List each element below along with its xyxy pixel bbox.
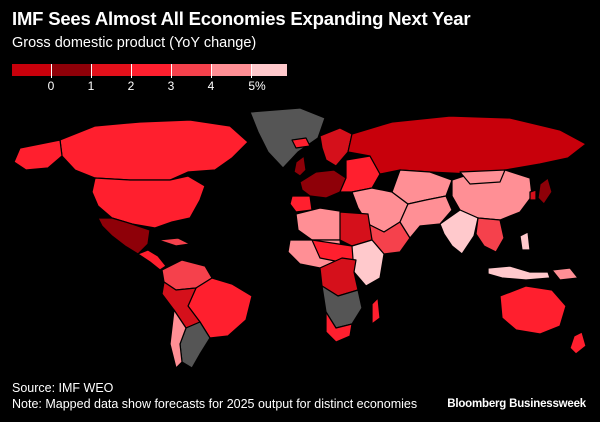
legend-tick-2: [131, 64, 132, 78]
chile: [169, 309, 187, 369]
papua-new-guinea: [551, 267, 579, 281]
legend-swatch-1-2: [92, 64, 131, 76]
legend-tick-0: [51, 64, 52, 78]
southeast-asia: [475, 217, 505, 253]
legend-swatch-above-5: [252, 64, 287, 76]
world-choropleth-map: [13, 107, 587, 369]
source-note: Source: IMF WEO: [12, 381, 114, 395]
mongolia: [459, 169, 506, 185]
iberia: [289, 195, 313, 213]
legend-label-1: 1: [87, 79, 95, 93]
publisher-logo: Bloomberg Businessweek: [447, 398, 586, 410]
legend-swatch-0-1: [52, 64, 91, 76]
mexico: [97, 217, 151, 255]
canada: [59, 119, 249, 181]
central-america: [137, 249, 167, 271]
western-europe: [299, 169, 347, 199]
south-africa: [325, 311, 353, 343]
korea: [529, 189, 537, 201]
legend-swatch-below-0: [12, 64, 51, 76]
greenland: [249, 107, 326, 169]
legend-tick-5: [251, 64, 252, 78]
color-legend: 0 1 2 3 4 5%: [12, 64, 288, 93]
legend-label-4: 4: [207, 79, 215, 93]
alaska: [13, 139, 63, 171]
russia: [347, 115, 587, 175]
legend-swatch-3-4: [172, 64, 211, 76]
legend-label-3: 3: [167, 79, 175, 93]
philippines: [519, 231, 531, 251]
legend-swatch-4-5: [212, 64, 251, 76]
footnote: Note: Mapped data show forecasts for 202…: [12, 397, 418, 411]
iceland: [291, 137, 311, 149]
australia: [499, 285, 567, 335]
united-kingdom: [293, 155, 307, 177]
india: [439, 209, 479, 255]
madagascar: [371, 297, 381, 325]
new-zealand: [569, 331, 587, 355]
chart-subtitle: Gross domestic product (YoY change): [12, 35, 257, 51]
chart-title: IMF Sees Almost All Economies Expanding …: [12, 8, 471, 29]
legend-swatch-2-3: [132, 64, 171, 76]
japan: [537, 177, 553, 205]
legend-label-2: 2: [127, 79, 135, 93]
scandinavia: [319, 127, 353, 167]
indonesia: [487, 265, 551, 281]
legend-label-0: 0: [47, 79, 55, 93]
legend-tick-1: [91, 64, 92, 78]
united-states: [91, 175, 206, 229]
legend-swatches: [12, 64, 288, 76]
legend-tick-4: [211, 64, 212, 78]
caribbean: [157, 237, 191, 247]
legend-tick-3: [171, 64, 172, 78]
legend-label-5: 5%: [248, 79, 266, 93]
